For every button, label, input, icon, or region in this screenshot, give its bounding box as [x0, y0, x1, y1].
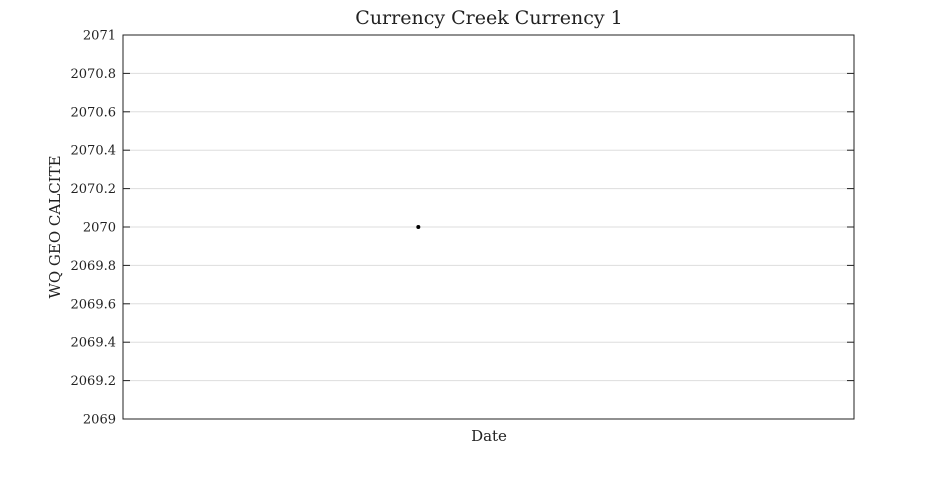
y-tick-label: 2070.6 [71, 105, 117, 120]
grid-layer [123, 72, 854, 382]
y-tick-label: 2069.2 [71, 374, 117, 389]
y-tick-label: 2070.2 [71, 182, 117, 197]
y-tick-label: 2071 [83, 29, 116, 44]
y-tick-label: 2069.4 [71, 336, 117, 351]
y-tick-label: 2069.6 [71, 297, 117, 312]
y-tick-label: 2070.4 [71, 144, 117, 159]
tick-layer: 2069 2069.2 2069.4 2069.6 2069.8 2070 2070.2 20… [71, 29, 854, 428]
x-axis-label: Date [471, 427, 507, 445]
y-tick-label: 2070.8 [71, 67, 117, 82]
y-tick-label: 2070 [83, 221, 116, 236]
data-point [416, 225, 421, 229]
y-axis-label: WQ GEO CALCITE [46, 155, 64, 298]
marker-layer [416, 225, 421, 229]
y-tick-label: 2069.8 [71, 259, 117, 274]
chart-title: Currency Creek Currency 1 [355, 7, 622, 29]
y-tick-label: 2069 [83, 413, 116, 428]
